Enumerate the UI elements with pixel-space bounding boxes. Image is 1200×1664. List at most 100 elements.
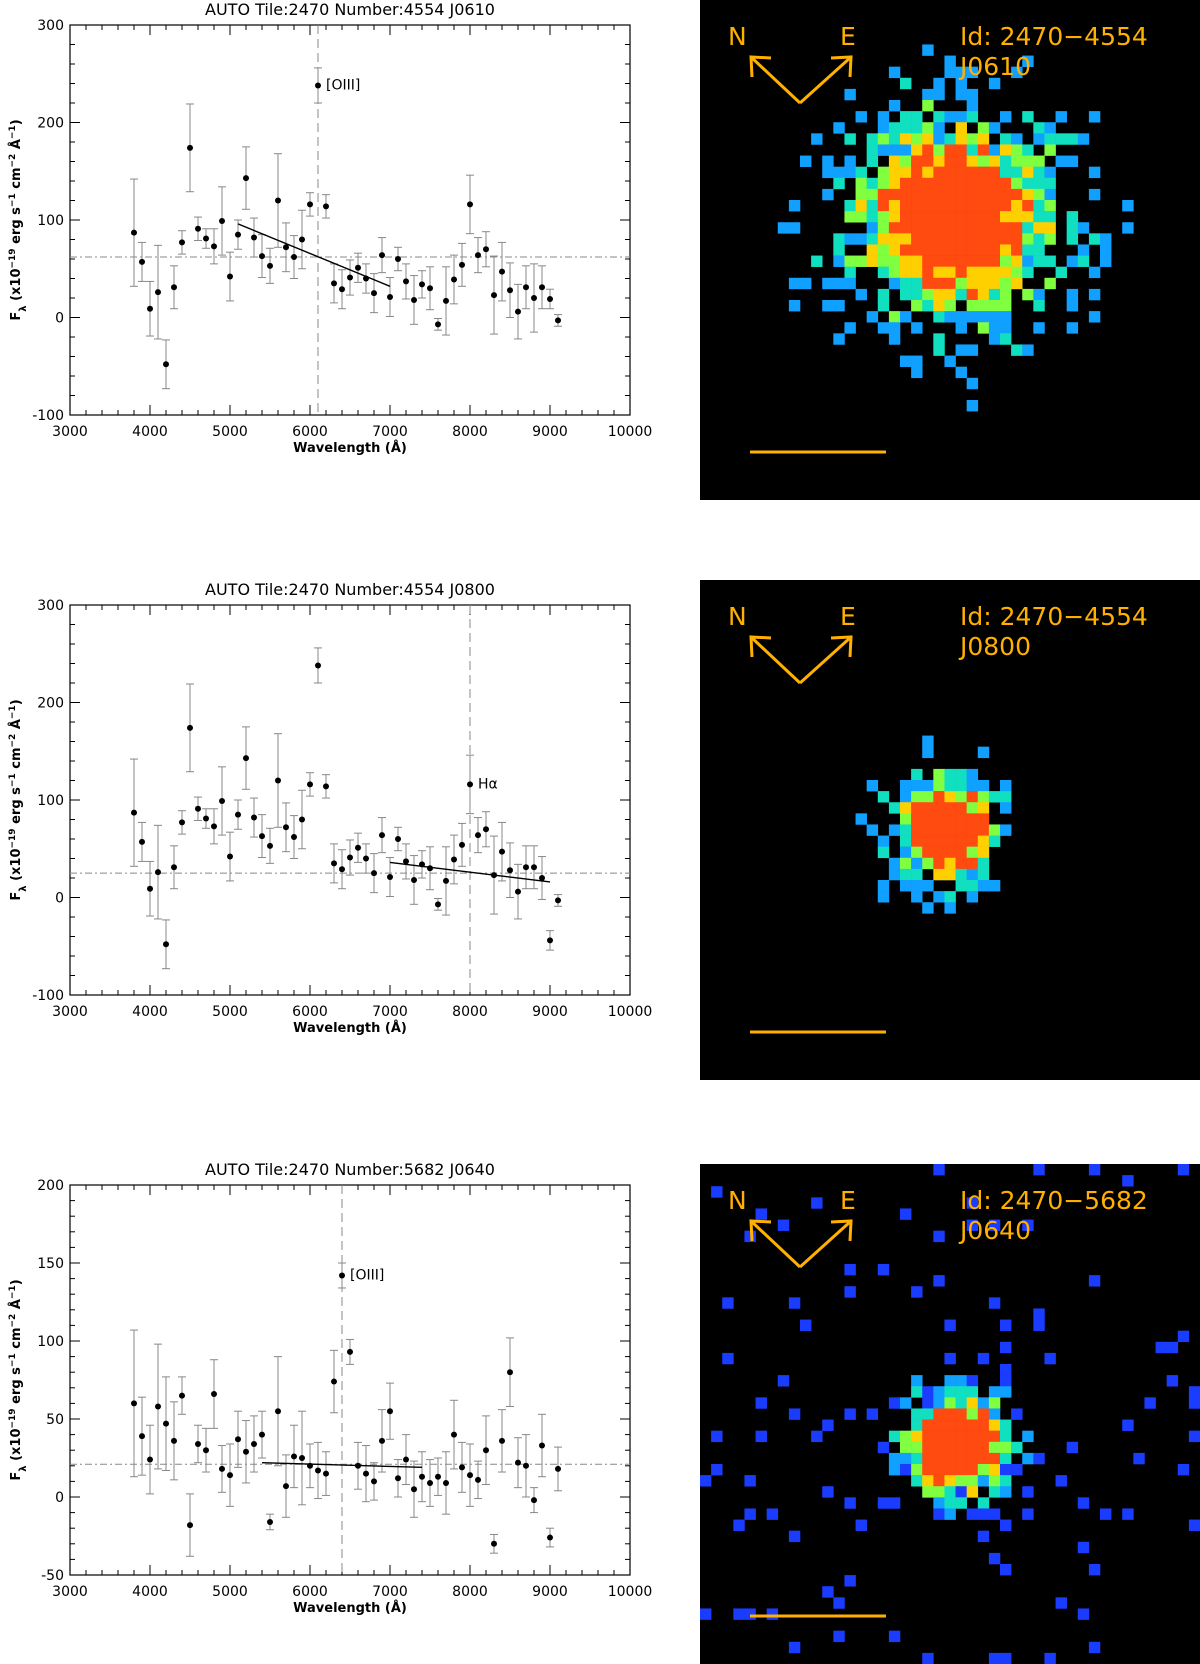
data-marker (435, 321, 441, 328)
thumbnail-1: N E Id: 2470−4554 J0610 (728, 22, 1148, 454)
pixel (933, 277, 945, 290)
pixel (977, 813, 990, 825)
pixel (888, 1630, 901, 1643)
pixel (977, 300, 990, 312)
object-id-label: Id: 2470−4554 (960, 22, 1148, 51)
data-point (258, 234, 266, 279)
pixel (955, 1486, 967, 1498)
data-marker (507, 287, 513, 294)
data-point (226, 831, 234, 882)
y-tick-label: 100 (37, 1334, 64, 1350)
pixel (900, 868, 912, 881)
pixel (977, 1497, 990, 1509)
pixel (877, 200, 890, 212)
pixel (866, 144, 879, 156)
pixel (844, 255, 856, 267)
pixel (966, 1486, 979, 1498)
pixel (700, 1608, 712, 1620)
pixel (966, 1464, 979, 1476)
chart-title: AUTO Tile:2470 Number:4554 J0610 (205, 0, 495, 19)
data-marker (451, 1431, 457, 1438)
data-point (242, 146, 250, 210)
data-point (226, 251, 234, 302)
data-marker (323, 783, 329, 790)
pixel (1033, 133, 1045, 145)
pixel (955, 77, 967, 90)
data-marker (163, 941, 169, 948)
pixel (955, 1475, 967, 1487)
pixel (800, 155, 812, 167)
pixel (822, 1419, 834, 1431)
pixel (922, 233, 934, 245)
y-axis-label-part: (x10 (9, 269, 24, 306)
pixel (833, 233, 845, 245)
pixel (866, 222, 879, 234)
pixel (1000, 1652, 1012, 1664)
pixel (922, 244, 934, 256)
pixel (888, 155, 901, 167)
compass-arrow-n (749, 55, 802, 105)
data-point (138, 1396, 146, 1476)
data-marker (483, 826, 489, 833)
pixel (988, 311, 1001, 323)
pixel (1000, 1375, 1012, 1387)
pixel (877, 266, 890, 279)
pixel (988, 1464, 1001, 1476)
data-point (354, 832, 362, 863)
pixel (1066, 211, 1079, 223)
pixel (788, 1408, 801, 1420)
data-marker (155, 1403, 161, 1410)
data-point (210, 1359, 218, 1429)
pixel (955, 188, 967, 201)
pixel (877, 144, 890, 156)
data-point (194, 796, 202, 821)
pixel (1077, 133, 1090, 145)
pixel (966, 1386, 979, 1398)
pixel (944, 133, 956, 145)
thumbnail-3: N E Id: 2470−5682 J0640 (700, 1164, 1200, 1664)
pixel (988, 1552, 1001, 1565)
data-marker (499, 1437, 505, 1444)
pixel (911, 780, 923, 792)
data-marker (459, 841, 465, 848)
pixel (977, 1475, 990, 1487)
pixel (922, 735, 934, 747)
data-marker (379, 252, 385, 259)
data-marker (131, 1400, 137, 1407)
pixel (933, 1452, 945, 1465)
data-point (218, 186, 226, 256)
pixel (955, 277, 967, 290)
data-point (242, 726, 250, 790)
x-tick-label: 6000 (292, 1584, 328, 1600)
x-tick-label: 5000 (212, 1004, 248, 1020)
data-marker (147, 885, 153, 892)
pixel (1044, 122, 1056, 134)
data-marker (187, 1522, 193, 1529)
pixel (1088, 288, 1101, 301)
data-marker (163, 361, 169, 368)
pixel (1077, 1497, 1090, 1509)
pixel (966, 1219, 979, 1231)
data-marker (555, 1465, 561, 1472)
data-point (554, 1446, 562, 1492)
pixel (1000, 233, 1012, 245)
pixel (966, 1419, 979, 1431)
y-axis-label-part: λ (18, 885, 29, 892)
pixel (988, 211, 1001, 223)
data-marker (187, 144, 193, 151)
pixel (822, 1486, 834, 1498)
pixel (966, 868, 979, 881)
data-marker (179, 239, 185, 246)
data-point (146, 860, 154, 917)
pixel (911, 255, 923, 267)
data-marker (443, 877, 449, 884)
pixel (944, 188, 956, 201)
pixel (988, 1297, 1001, 1309)
pixel (933, 1475, 945, 1487)
data-marker (395, 256, 401, 262)
data-point (458, 242, 466, 287)
pixel (977, 1397, 990, 1409)
data-point (178, 1376, 186, 1415)
pixel (844, 1264, 856, 1276)
pixel (1033, 300, 1045, 312)
